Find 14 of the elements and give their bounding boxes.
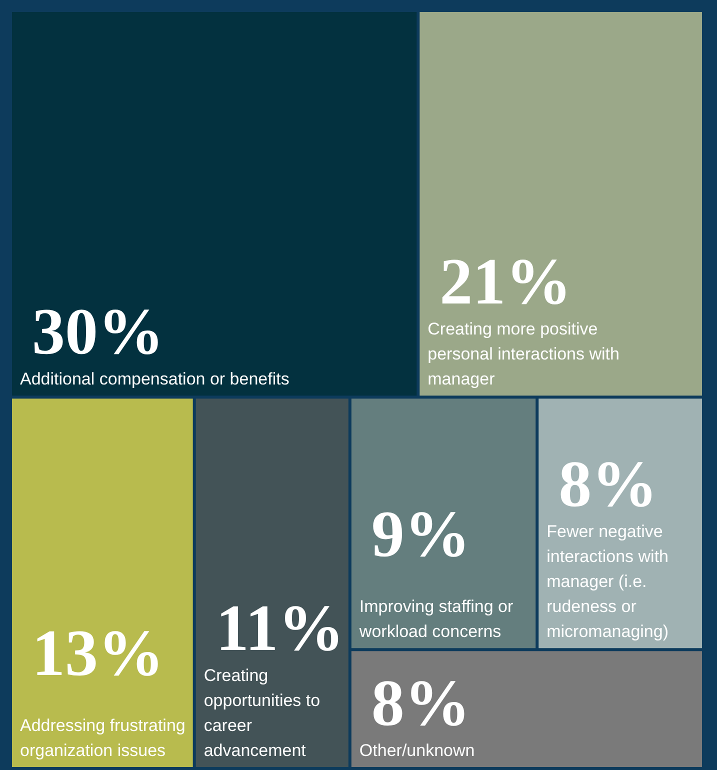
data-label: 8% bbox=[558, 448, 658, 522]
data-label: 30% bbox=[32, 296, 164, 369]
category-label: Fewer negative interactions with manager (i.e. rudeness or micromanaging) bbox=[546, 522, 669, 642]
data-label: 11% bbox=[216, 592, 344, 665]
category-label: Addressing frustrating organization issues bbox=[20, 716, 186, 760]
data-label: 8% bbox=[371, 667, 470, 740]
category-label: Improving staffing or workload concerns bbox=[358, 597, 514, 642]
data-label: 13% bbox=[32, 617, 164, 690]
category-label: Creating opportunities to career advancement bbox=[204, 666, 320, 760]
category-label: Other/unknown bbox=[359, 741, 475, 760]
category-label: Additional compensation or benefits bbox=[20, 370, 290, 389]
data-label: 21% bbox=[440, 246, 572, 319]
category-label: Creating more positive personal interactions with manager bbox=[428, 320, 620, 389]
data-label: 9% bbox=[371, 498, 470, 572]
